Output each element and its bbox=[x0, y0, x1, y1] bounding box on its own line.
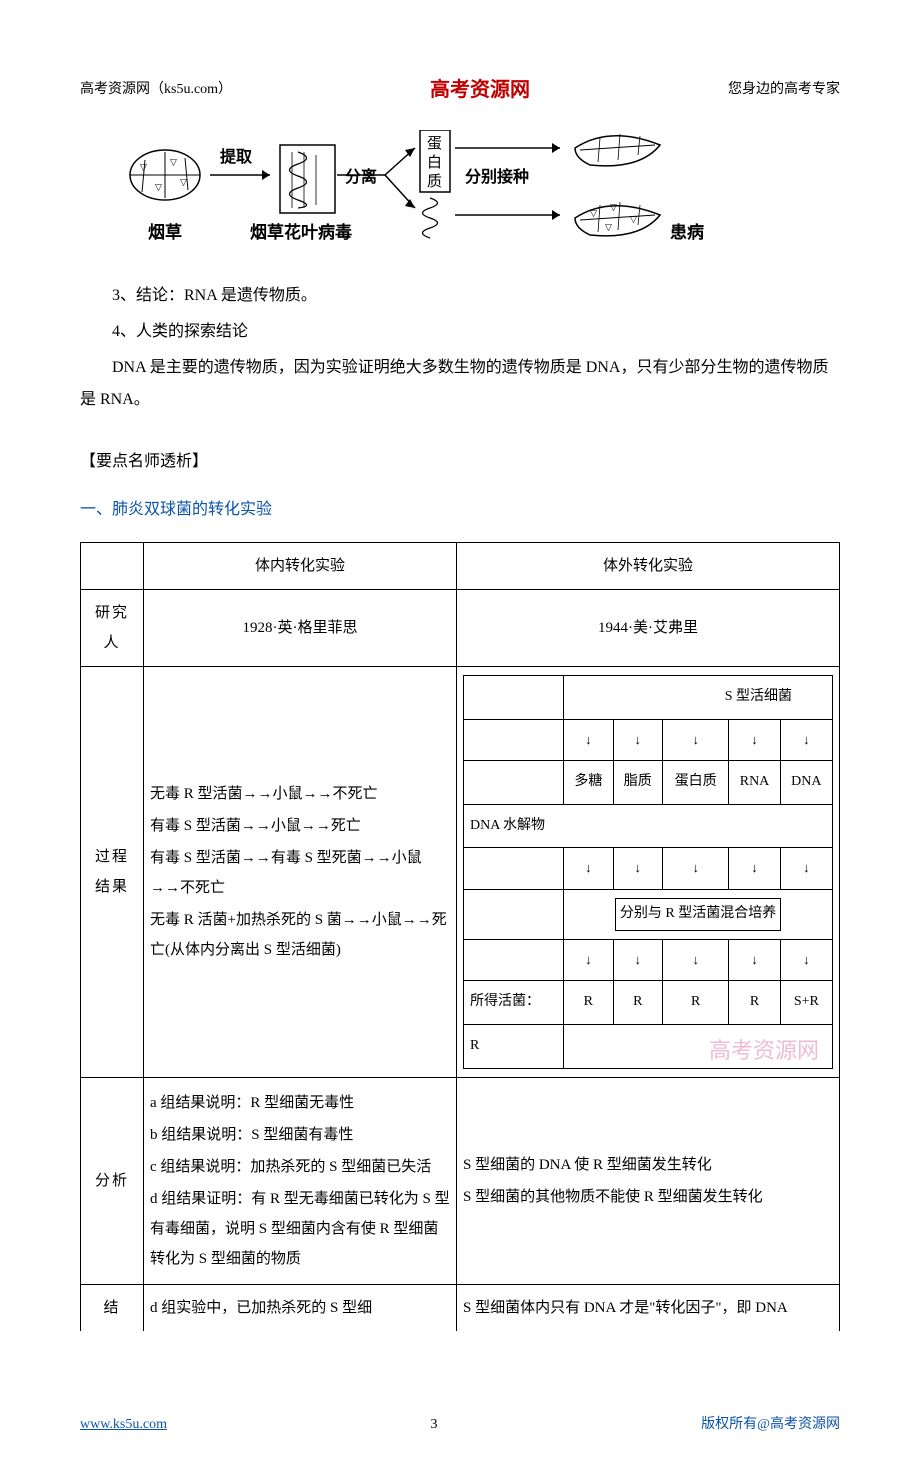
result-label: 所得活菌： bbox=[464, 981, 564, 1025]
row-process-label: 过程结果 bbox=[81, 667, 144, 1078]
inoculate-label: 分别接种 bbox=[465, 167, 529, 186]
result-1: R bbox=[613, 981, 662, 1025]
result-0: R bbox=[564, 981, 613, 1025]
subsection-title: 一、肺炎双球菌的转化实验 bbox=[80, 494, 840, 526]
paragraph-3: 3、结论：RNA 是遗传物质。 bbox=[80, 280, 840, 312]
page-header: 高考资源网（ks5u.com） 高考资源网 您身边的高考专家 bbox=[80, 70, 840, 110]
separate-label: 分离 bbox=[345, 167, 377, 186]
svg-text:▽: ▽ bbox=[610, 202, 617, 212]
cell-analysis-vivo: a 组结果说明：R 型细菌无毒性 b 组结果说明：S 型细菌有毒性 c 组结果说… bbox=[144, 1077, 457, 1284]
col-rna: RNA bbox=[729, 761, 780, 805]
cell-analysis-vitro: S 型细菌的 DNA 使 R 型细菌发生转化 S 型细菌的其他物质不能使 R 型… bbox=[457, 1077, 840, 1284]
svg-text:▽: ▽ bbox=[170, 157, 177, 167]
cell-avery: 1944·美·艾弗里 bbox=[457, 590, 840, 667]
cell-griffith: 1928·英·格里菲思 bbox=[144, 590, 457, 667]
arrow-icon: ↓ bbox=[564, 848, 613, 890]
arrow-icon: ↓ bbox=[564, 719, 613, 761]
protein-label-3: 质 bbox=[427, 173, 442, 190]
tobacco-label: 烟草 bbox=[148, 222, 182, 242]
analysis-line-2: c 组结果说明：加热杀死的 S 型细菌已失活 bbox=[150, 1152, 450, 1182]
cell-process-vivo: 无毒 R 型活菌→→小鼠→→不死亡 有毒 S 型活菌→→小鼠→→死亡 有毒 S … bbox=[144, 667, 457, 1078]
virus-box-icon bbox=[280, 145, 335, 213]
s-bacteria-title: S 型活细菌 bbox=[564, 676, 833, 720]
section-title: 【要点名师透析】 bbox=[80, 446, 840, 478]
col-lipid: 脂质 bbox=[613, 761, 662, 805]
tobacco-leaf-infected-icon: ▽ ▽ ▽ ▽ bbox=[130, 150, 200, 200]
paragraph-4: 4、人类的探索结论 bbox=[80, 316, 840, 348]
arrow-icon: ↓ bbox=[729, 848, 780, 890]
svg-text:▽: ▽ bbox=[140, 162, 147, 172]
arrow-icon: ↓ bbox=[663, 848, 729, 890]
page-number: 3 bbox=[431, 1411, 438, 1439]
arrow-icon: ↓ bbox=[613, 939, 662, 981]
process-line-1: 有毒 S 型活菌→→小鼠→→死亡 bbox=[150, 811, 450, 841]
process-line-0: 无毒 R 型活菌→→小鼠→→不死亡 bbox=[150, 779, 450, 809]
cell-process-vitro: S 型活细菌 ↓ ↓ ↓ ↓ ↓ 多糖 bbox=[457, 667, 840, 1078]
analysis-vitro-1: S 型细菌的其他物质不能使 R 型细菌发生转化 bbox=[463, 1182, 833, 1212]
svg-text:▽: ▽ bbox=[590, 208, 597, 218]
header-center-logo: 高考资源网 bbox=[430, 70, 530, 110]
protein-label-1: 蛋 bbox=[427, 135, 442, 152]
result-3: R bbox=[729, 981, 780, 1025]
svg-text:▽: ▽ bbox=[605, 222, 612, 232]
vitro-flow-table: S 型活细菌 ↓ ↓ ↓ ↓ ↓ 多糖 bbox=[463, 675, 833, 1069]
dna-hydrolysate-label: DNA 水解物 bbox=[464, 804, 833, 848]
svg-text:▽: ▽ bbox=[155, 182, 162, 192]
col-polysaccharide: 多糖 bbox=[564, 761, 613, 805]
arrow-icon: ↓ bbox=[729, 939, 780, 981]
arrow-icon: ↓ bbox=[564, 939, 613, 981]
header-right: 您身边的高考专家 bbox=[728, 76, 840, 104]
analysis-line-0: a 组结果说明：R 型细菌无毒性 bbox=[150, 1088, 450, 1118]
arrow-icon: ↓ bbox=[729, 719, 780, 761]
result-extra: R bbox=[464, 1025, 564, 1069]
svg-text:▽: ▽ bbox=[180, 177, 187, 187]
diseased-leaf-icon: ▽ ▽ ▽ ▽ bbox=[575, 202, 660, 236]
arrow-icon: ↓ bbox=[663, 939, 729, 981]
mix-culture-box: 分别与 R 型活菌混合培养 bbox=[615, 898, 781, 931]
th-in-vivo: 体内转化实验 bbox=[144, 543, 457, 590]
row-analysis-label: 分析 bbox=[81, 1077, 144, 1284]
arrow-icon: ↓ bbox=[663, 719, 729, 761]
analysis-vitro-0: S 型细菌的 DNA 使 R 型细菌发生转化 bbox=[463, 1150, 833, 1180]
arrow-icon: ↓ bbox=[780, 848, 832, 890]
result-4: S+R bbox=[780, 981, 832, 1025]
process-line-3: 无毒 R 活菌+加热杀死的 S 菌→→小鼠→→死亡(从体内分离出 S 型活细菌) bbox=[150, 905, 450, 965]
tmv-experiment-diagram: ▽ ▽ ▽ ▽ 烟草 提取 烟草花叶病毒 分离 bbox=[120, 130, 840, 270]
diseased-label: 患病 bbox=[670, 222, 704, 242]
protein-label-2: 白 bbox=[427, 154, 442, 171]
healthy-leaf-icon bbox=[575, 134, 660, 166]
extract-label: 提取 bbox=[220, 148, 252, 166]
comparison-table: 体内转化实验 体外转化实验 研究人 1928·英·格里菲思 1944·美·艾弗里… bbox=[80, 542, 840, 1331]
th-in-vitro: 体外转化实验 bbox=[457, 543, 840, 590]
col-dna: DNA bbox=[780, 761, 832, 805]
rna-helix-icon bbox=[423, 198, 438, 238]
arrow-icon: ↓ bbox=[613, 848, 662, 890]
col-protein: 蛋白质 bbox=[663, 761, 729, 805]
paragraph-5: DNA 是主要的遗传物质，因为实验证明绝大多数生物的遗传物质是 DNA，只有少部… bbox=[80, 352, 840, 416]
row-researcher-label: 研究人 bbox=[81, 590, 144, 667]
result-2: R bbox=[663, 981, 729, 1025]
analysis-line-3: d 组结果证明：有 R 型无毒细菌已转化为 S 型有毒细菌，说明 S 型细菌内含… bbox=[150, 1184, 450, 1274]
footer-copyright: 版权所有@高考资源网 bbox=[701, 1411, 840, 1439]
footer-url[interactable]: www.ks5u.com bbox=[80, 1411, 167, 1439]
analysis-line-1: b 组结果说明：S 型细菌有毒性 bbox=[150, 1120, 450, 1150]
arrow-icon: ↓ bbox=[780, 719, 832, 761]
virus-helix-icon bbox=[290, 152, 317, 208]
th-blank bbox=[81, 543, 144, 590]
arrow-icon: ↓ bbox=[780, 939, 832, 981]
arrow-icon: ↓ bbox=[613, 719, 662, 761]
page-footer: www.ks5u.com 3 版权所有@高考资源网 bbox=[0, 1411, 920, 1469]
svg-text:▽: ▽ bbox=[630, 214, 637, 224]
process-line-2: 有毒 S 型活菌→→有毒 S 型死菌→→小鼠→→不死亡 bbox=[150, 843, 450, 903]
virus-label: 烟草花叶病毒 bbox=[250, 222, 352, 242]
cell-conclusion-vivo: d 组实验中，已加热杀死的 S 型细 bbox=[144, 1284, 457, 1331]
row-conclusion-label: 结 bbox=[81, 1284, 144, 1331]
cell-conclusion-vitro: S 型细菌体内只有 DNA 才是"转化因子"，即 DNA bbox=[457, 1284, 840, 1331]
header-left: 高考资源网（ks5u.com） bbox=[80, 76, 232, 104]
